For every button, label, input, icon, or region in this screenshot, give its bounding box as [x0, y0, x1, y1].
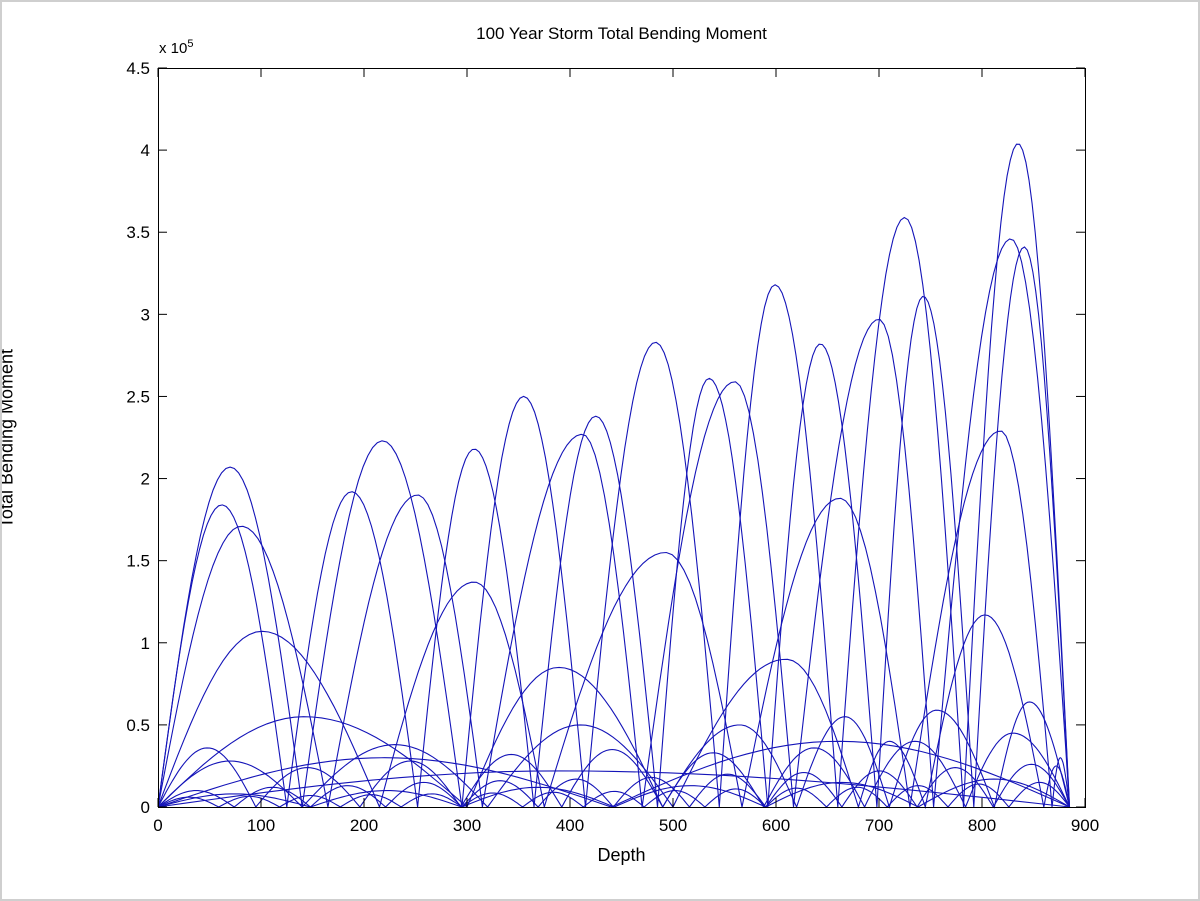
x-tick-label: 0 [153, 816, 162, 835]
data-curve-curve-03 [157, 238, 1071, 808]
x-tick-label: 100 [247, 816, 275, 835]
y-axis-exponent-label: x 105 [159, 38, 193, 57]
x-tick-label: 900 [1071, 816, 1099, 835]
y-tick-label: 2 [141, 470, 150, 489]
x-axis-label: Depth [597, 845, 646, 865]
y-axis-label: Total Bending Moment [0, 348, 17, 529]
x-tick-label: 600 [762, 816, 790, 835]
y-tick-label: 3.5 [126, 223, 150, 242]
y-tick-label: 1 [141, 634, 150, 653]
x-tick-label: 700 [865, 816, 893, 835]
x-tick-label: 300 [453, 816, 481, 835]
data-curve-curve-07 [157, 732, 1070, 809]
y-tick-label: 0.5 [126, 716, 150, 735]
chart-title: 100 Year Storm Total Bending Moment [476, 24, 767, 43]
y-tick-label: 2.5 [126, 387, 150, 406]
data-curve-curve-11 [157, 770, 1070, 808]
data-curve-curve-09 [157, 781, 1070, 808]
data-curve-curve-02 [157, 246, 1071, 808]
x-tick-label: 500 [659, 816, 687, 835]
data-curve-curve-01 [157, 143, 1071, 808]
axes-box [158, 68, 1086, 808]
y-tick-label: 3 [141, 305, 150, 324]
y-tick-label: 4.5 [126, 59, 150, 78]
x-tick-label: 200 [350, 816, 378, 835]
y-exponent-prefix: x 10 [159, 40, 188, 57]
x-tick-label: 800 [968, 816, 996, 835]
data-curve-curve-06 [157, 614, 1071, 810]
y-tick-label: 4 [141, 141, 150, 160]
y-tick-label: 0 [141, 798, 150, 817]
x-tick-label: 400 [556, 816, 584, 835]
y-tick-label: 1.5 [126, 552, 150, 571]
y-exponent-sup: 5 [187, 38, 194, 50]
